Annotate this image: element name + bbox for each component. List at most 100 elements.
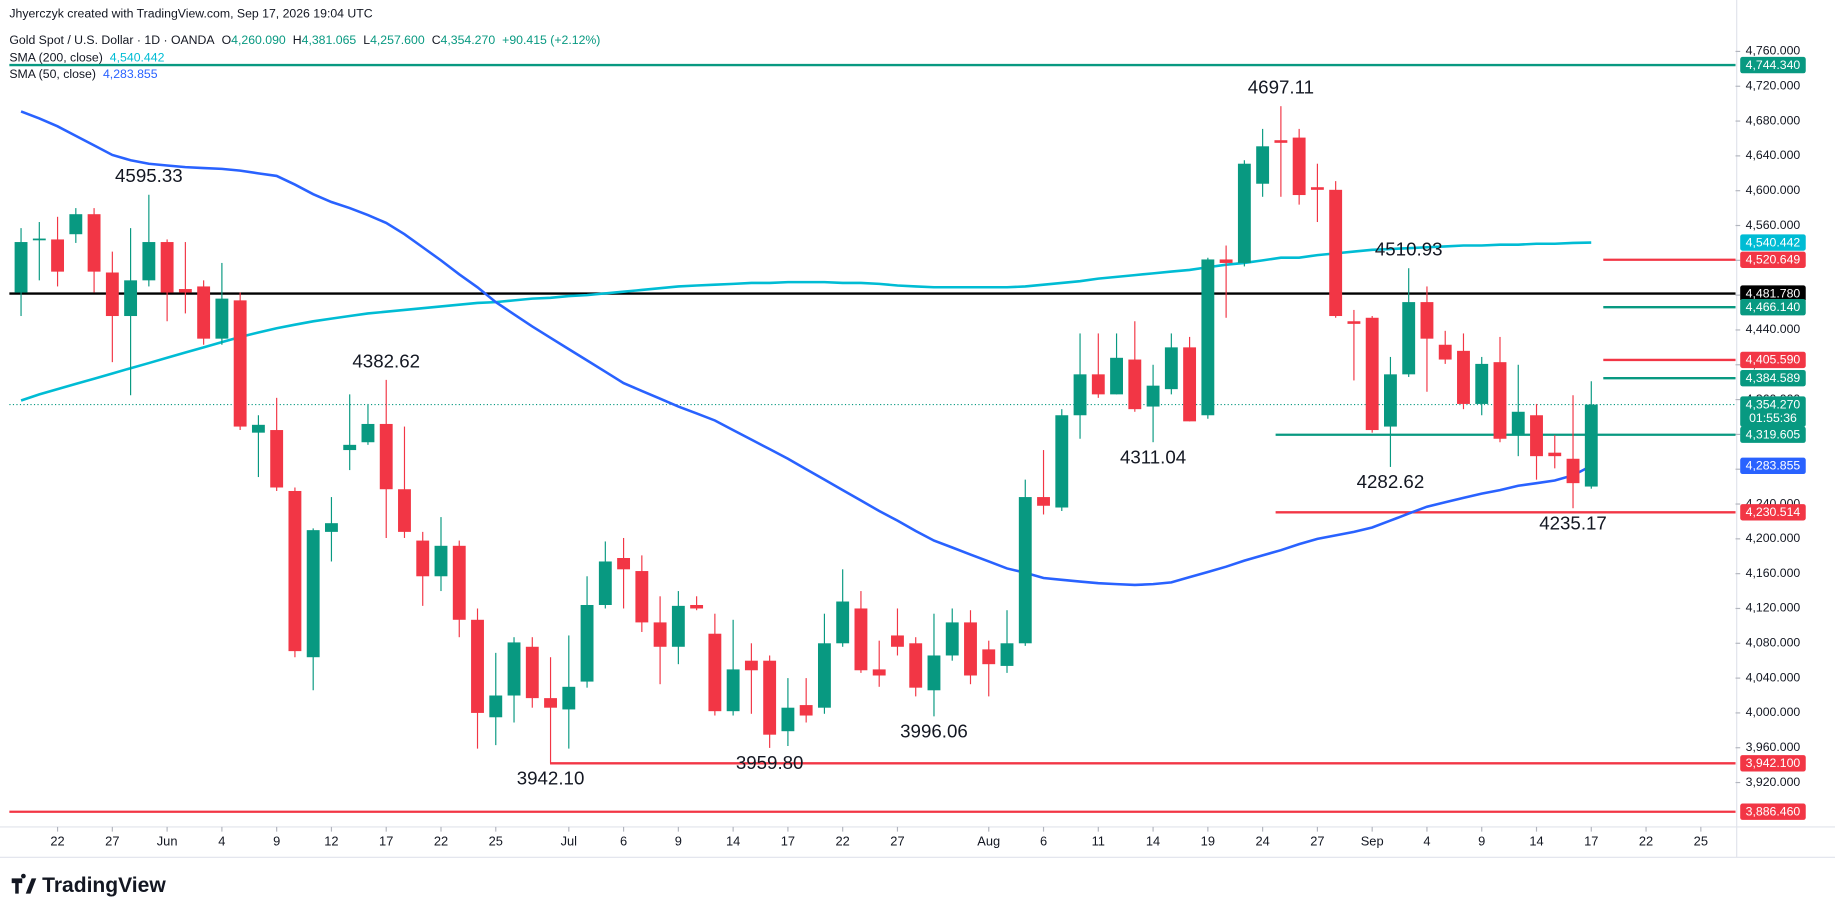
candle-body xyxy=(982,649,996,665)
indicator-legend: SMA (50, close) 4,283.855 xyxy=(9,67,157,81)
sma-badge xyxy=(1740,457,1806,475)
x-tick-label: 14 xyxy=(1529,834,1543,849)
candle-body xyxy=(836,601,850,644)
y-tick-label: 4,760.000 xyxy=(1746,44,1801,58)
level-badge-label: 4,520.649 xyxy=(1746,253,1801,267)
candle-body xyxy=(1584,404,1598,487)
indicator-value: 4,283.855 xyxy=(103,67,158,81)
y-tick-label: 4,640.000 xyxy=(1746,148,1801,162)
y-tick-label: 4,440.000 xyxy=(1746,322,1801,336)
x-tick-label: 17 xyxy=(379,834,393,849)
candle-body xyxy=(1128,359,1142,410)
x-tick-label: 22 xyxy=(50,834,64,849)
price-annotation: 3942.10 xyxy=(517,768,585,789)
price-annotation: 3996.06 xyxy=(900,721,968,742)
candle-body xyxy=(909,643,923,688)
price-badge-label: 4,354.270 xyxy=(1746,397,1801,411)
y-tick-label: 3,920.000 xyxy=(1746,775,1801,789)
candle-body xyxy=(544,698,557,708)
candle-body xyxy=(817,643,831,708)
candle-body xyxy=(160,242,174,293)
y-tick-label: 4,160.000 xyxy=(1746,566,1801,580)
change: +90.415 (+2.12%) xyxy=(502,33,600,47)
candle-body xyxy=(1347,321,1361,324)
x-tick-label: 27 xyxy=(105,834,119,849)
candle-body xyxy=(799,705,813,716)
indicator-name: SMA (50, close) xyxy=(9,67,96,81)
candle-body xyxy=(525,646,539,699)
y-tick-label: 4,200.000 xyxy=(1746,531,1801,545)
candle-body xyxy=(1530,415,1543,457)
level-badge xyxy=(1740,299,1806,316)
x-tick-label: Aug xyxy=(977,834,1000,849)
x-tick-label: 27 xyxy=(1310,834,1324,849)
price-annotation: 4235.17 xyxy=(1539,513,1607,534)
logo-mark xyxy=(11,873,37,894)
candle-body xyxy=(1438,344,1452,360)
candle-body xyxy=(1402,302,1416,375)
candle-body xyxy=(1219,259,1233,263)
x-tick-label: 22 xyxy=(434,834,448,849)
candle-body xyxy=(1420,302,1434,339)
candle-body xyxy=(69,214,83,235)
candle-body xyxy=(1000,643,1014,666)
candle-body xyxy=(598,561,612,605)
price-annotation: 4697.11 xyxy=(1248,77,1314,98)
x-tick-label: Jun xyxy=(157,834,178,849)
level-badge xyxy=(1740,351,1806,369)
brand-name: TradingView xyxy=(42,874,166,897)
candle-body xyxy=(635,571,649,623)
y-tick-label: 4,000.000 xyxy=(1746,705,1801,719)
candle-body xyxy=(343,444,357,451)
candle-body xyxy=(1018,497,1032,644)
x-tick-label: 22 xyxy=(836,834,850,849)
candle-body xyxy=(708,633,722,712)
candle-body xyxy=(653,622,667,647)
candle-body xyxy=(1457,350,1470,404)
y-tick-label: 3,960.000 xyxy=(1746,740,1801,754)
candle-body xyxy=(580,604,594,682)
candle-body xyxy=(1201,259,1215,416)
x-tick-label: Sep xyxy=(1361,834,1384,849)
candle-body xyxy=(325,523,338,532)
x-tick-label: 27 xyxy=(890,834,904,849)
y-tick-label: 4,720.000 xyxy=(1746,79,1801,93)
candle-body xyxy=(781,707,795,732)
x-tick-label: 6 xyxy=(620,834,627,849)
level-badge-label: 4,319.605 xyxy=(1746,428,1801,442)
level-badge-label: 4,384.589 xyxy=(1746,371,1801,385)
candle-body xyxy=(1183,347,1197,422)
level-badge-label: 3,886.460 xyxy=(1746,805,1801,819)
candle-body xyxy=(763,660,777,735)
candle-body xyxy=(361,423,375,443)
x-tick-label: 4 xyxy=(1423,834,1430,849)
x-tick-label: 9 xyxy=(1478,834,1485,849)
price-annotation: 4510.93 xyxy=(1375,239,1443,260)
level-badge xyxy=(1740,56,1806,74)
candle-body xyxy=(690,604,704,609)
sma-badge xyxy=(1740,234,1806,251)
level-badge-label: 4,481.780 xyxy=(1746,286,1801,300)
candle-body xyxy=(891,635,904,647)
x-tick-label: 17 xyxy=(781,834,795,849)
candle-body xyxy=(617,557,631,570)
candle-body xyxy=(87,214,101,272)
candle-body xyxy=(1091,374,1105,395)
candle-body xyxy=(1475,363,1489,404)
level-badge-label: 4,230.514 xyxy=(1746,505,1801,519)
candle-body xyxy=(1292,137,1306,196)
candle-body xyxy=(1237,163,1251,263)
candle-body xyxy=(1548,452,1562,457)
level-badge-label: 4,405.590 xyxy=(1746,353,1801,367)
candle-body xyxy=(945,622,959,656)
level-badge xyxy=(1740,369,1806,387)
candle-body xyxy=(452,545,466,620)
ohlc-letter: C xyxy=(432,33,441,47)
price-annotation: 3959.80 xyxy=(736,752,804,773)
level-badge-label: 4,466.140 xyxy=(1746,300,1801,314)
indicator-value: 4,540.442 xyxy=(110,51,165,65)
candle-body xyxy=(124,280,138,317)
candle-body xyxy=(1493,362,1507,439)
x-tick-label: 14 xyxy=(1146,834,1160,849)
